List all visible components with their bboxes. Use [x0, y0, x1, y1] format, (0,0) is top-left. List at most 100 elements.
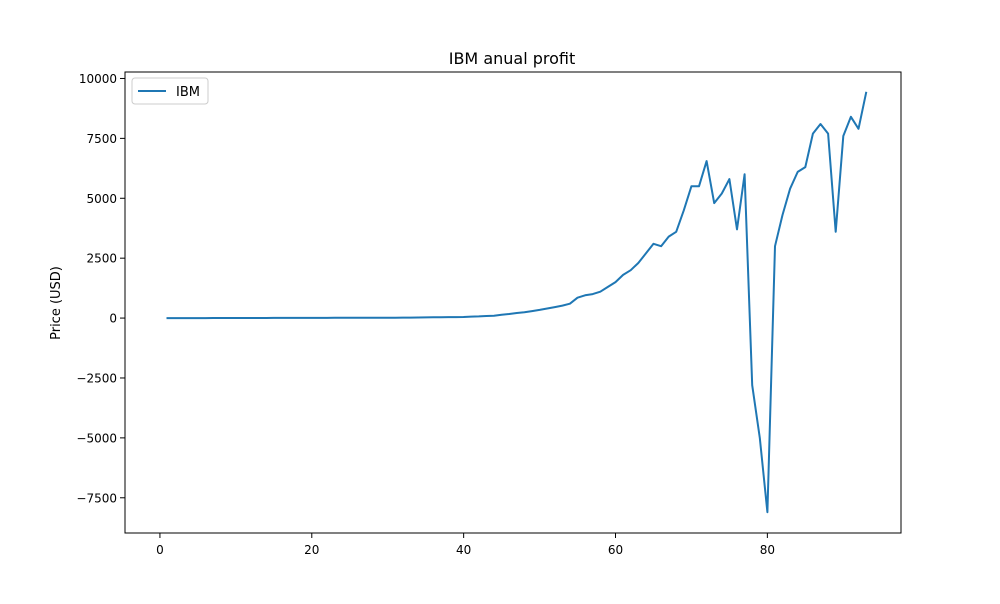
- data-point: [713, 202, 715, 204]
- data-point: [501, 314, 503, 316]
- data-point: [592, 293, 594, 295]
- data-point: [858, 128, 860, 130]
- data-point: [668, 236, 670, 238]
- legend: IBM: [131, 77, 209, 105]
- data-point: [417, 317, 419, 319]
- legend-label-ibm: IBM: [176, 85, 200, 100]
- series-line-ibm: [166, 91, 868, 514]
- data-point: [455, 316, 457, 318]
- y-tick-label: 10000: [79, 72, 117, 86]
- x-tick-label: 60: [608, 543, 623, 557]
- y-tick-label: −5000: [76, 431, 117, 445]
- data-point: [493, 315, 495, 317]
- data-point: [736, 228, 738, 230]
- data-point: [425, 316, 427, 318]
- data-point: [599, 291, 601, 293]
- data-point: [364, 317, 366, 319]
- data-point: [318, 317, 320, 319]
- data-point: [463, 316, 465, 318]
- data-point: [698, 185, 700, 187]
- y-tick-label: 7500: [86, 132, 117, 146]
- data-point: [865, 92, 867, 94]
- data-point: [622, 274, 624, 276]
- data-point: [394, 317, 396, 319]
- data-point: [690, 185, 692, 187]
- y-tick-label: 0: [109, 312, 117, 326]
- data-point: [797, 171, 799, 173]
- data-point: [569, 303, 571, 305]
- axis-ticks: 0 20 40 60 80 −7500 −5000 −2500 0 2500 5000 7500 100…: [76, 72, 775, 557]
- data-point: [804, 166, 806, 168]
- data-point: [683, 209, 685, 211]
- data-point: [212, 317, 214, 319]
- data-point: [653, 243, 655, 245]
- data-point: [759, 437, 761, 439]
- data-point: [303, 317, 305, 319]
- series-layer: [166, 91, 868, 514]
- data-point: [675, 231, 677, 233]
- data-point: [288, 317, 290, 319]
- data-point: [630, 269, 632, 271]
- data-point: [258, 317, 260, 319]
- plot-frame: [124, 71, 902, 534]
- data-point: [356, 317, 358, 319]
- data-point: [174, 317, 176, 319]
- data-point: [766, 511, 768, 513]
- data-point: [197, 317, 199, 319]
- data-point: [751, 384, 753, 386]
- data-point: [637, 262, 639, 264]
- data-point: [554, 306, 556, 308]
- data-point: [432, 316, 434, 318]
- data-point: [516, 312, 518, 314]
- data-point: [379, 317, 381, 319]
- data-point: [372, 317, 374, 319]
- data-point: [243, 317, 245, 319]
- data-point: [842, 135, 844, 137]
- data-point: [645, 252, 647, 254]
- data-point: [250, 317, 252, 319]
- data-point: [721, 193, 723, 195]
- x-tick-label: 0: [156, 543, 164, 557]
- data-point: [706, 160, 708, 162]
- data-point: [539, 309, 541, 311]
- data-point: [182, 317, 184, 319]
- data-point: [311, 317, 313, 319]
- chart-title: IBM anual profit: [449, 49, 576, 68]
- data-point: [273, 317, 275, 319]
- data-point: [744, 173, 746, 175]
- y-tick-label: −2500: [76, 371, 117, 385]
- data-point: [402, 317, 404, 319]
- x-tick-label: 80: [760, 543, 775, 557]
- data-point: [478, 315, 480, 317]
- data-point: [440, 316, 442, 318]
- data-point: [546, 308, 548, 310]
- legend-box: [131, 77, 209, 105]
- data-point: [782, 214, 784, 216]
- data-point: [584, 294, 586, 296]
- x-tick-label: 40: [456, 543, 471, 557]
- data-point: [387, 317, 389, 319]
- data-point: [774, 245, 776, 247]
- data-point: [265, 317, 267, 319]
- data-point: [660, 245, 662, 247]
- data-point: [296, 317, 298, 319]
- data-point: [850, 116, 852, 118]
- data-point: [812, 133, 814, 135]
- y-tick-label: 5000: [86, 192, 117, 206]
- data-point: [227, 317, 229, 319]
- data-point: [531, 310, 533, 312]
- data-point: [508, 313, 510, 315]
- data-point: [349, 317, 351, 319]
- data-point: [485, 315, 487, 317]
- data-point: [789, 188, 791, 190]
- x-tick-label: 20: [304, 543, 319, 557]
- data-point: [235, 317, 237, 319]
- data-point: [827, 133, 829, 135]
- data-point: [280, 317, 282, 319]
- y-tick-label: −7500: [76, 491, 117, 505]
- data-point: [341, 317, 343, 319]
- y-axis-label: Price (USD): [49, 266, 64, 340]
- data-point: [448, 316, 450, 318]
